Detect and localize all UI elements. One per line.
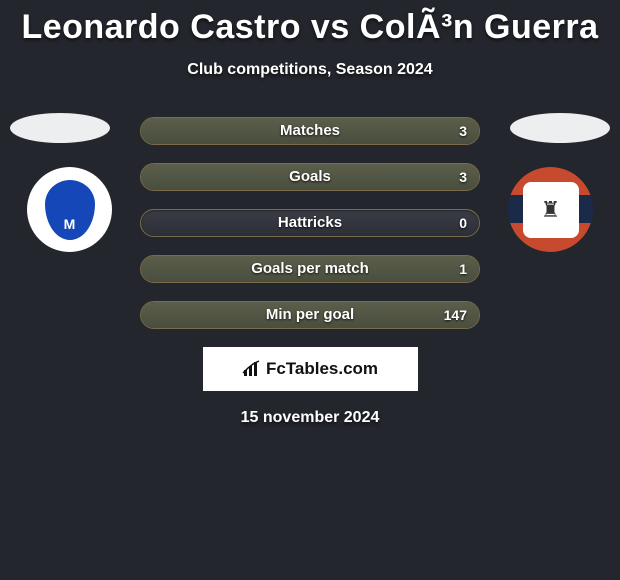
- comparison-title: Leonardo Castro vs ColÃ³n Guerra: [0, 0, 620, 47]
- club-badge-right: ♜: [508, 167, 593, 252]
- comparison-date: 15 november 2024: [0, 409, 620, 427]
- club-left-shield-icon: M: [45, 180, 95, 240]
- brand-text: FcTables.com: [266, 359, 378, 379]
- comparison-body: M ♜ Matches 3 Goals 3 Hattricks 0: [0, 117, 620, 427]
- player-avatar-left: [10, 113, 110, 143]
- bar-chart-icon: [242, 360, 262, 378]
- stat-label: Matches: [141, 118, 479, 144]
- stat-row-goals-per-match: Goals per match 1: [140, 255, 480, 283]
- stat-label: Goals: [141, 164, 479, 190]
- player-avatar-right: [510, 113, 610, 143]
- club-right-inner-icon: ♜: [523, 182, 579, 238]
- stat-row-goals: Goals 3: [140, 163, 480, 191]
- stat-label: Min per goal: [141, 302, 479, 328]
- castle-icon: ♜: [541, 197, 561, 223]
- stats-rows: Matches 3 Goals 3 Hattricks 0 Goals per …: [140, 117, 480, 329]
- stat-row-min-per-goal: Min per goal 147: [140, 301, 480, 329]
- stat-value-right: 3: [459, 118, 467, 144]
- stat-label: Goals per match: [141, 256, 479, 282]
- stat-row-matches: Matches 3: [140, 117, 480, 145]
- stat-value-right: 0: [459, 210, 467, 236]
- club-left-letter: M: [45, 216, 95, 232]
- club-badge-left: M: [27, 167, 112, 252]
- comparison-subtitle: Club competitions, Season 2024: [0, 61, 620, 79]
- stat-value-right: 3: [459, 164, 467, 190]
- brand-badge[interactable]: FcTables.com: [203, 347, 418, 391]
- stat-label: Hattricks: [141, 210, 479, 236]
- stat-value-right: 1: [459, 256, 467, 282]
- stat-value-right: 147: [444, 302, 467, 328]
- stat-row-hattricks: Hattricks 0: [140, 209, 480, 237]
